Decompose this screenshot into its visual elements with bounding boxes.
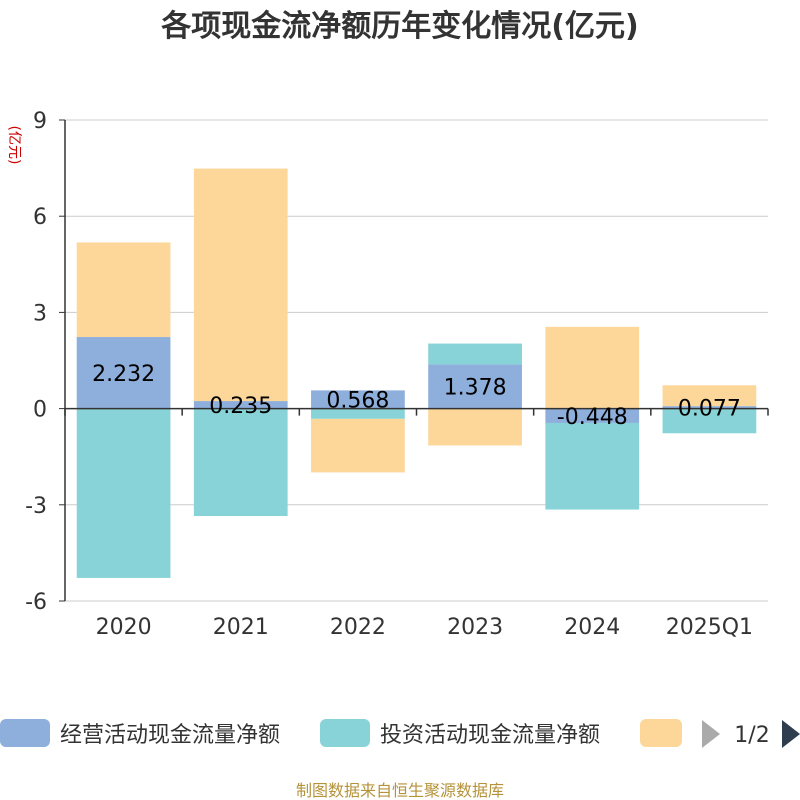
bar-0-2020 bbox=[76, 337, 171, 409]
data-label: -0.448 bbox=[557, 405, 628, 430]
y-tick-label: -3 bbox=[25, 494, 47, 519]
y-tick-label: -6 bbox=[25, 590, 47, 615]
data-label: 0.235 bbox=[209, 394, 272, 419]
legend-label-investing[interactable]: 投资活动现金流量净额 bbox=[380, 723, 600, 748]
bar-1-2023 bbox=[428, 343, 522, 365]
legend-swatch-investing[interactable] bbox=[320, 719, 370, 747]
legend-swatch-operating[interactable] bbox=[0, 719, 50, 747]
x-tick-label: 2024 bbox=[564, 615, 620, 640]
legend-swatch-financing[interactable] bbox=[640, 719, 682, 747]
data-source-note: 制图数据来自恒生聚源数据库 bbox=[296, 781, 504, 800]
y-tick-labels: 9 6 3 0 -3 -6 bbox=[25, 109, 47, 615]
data-label: 0.568 bbox=[326, 388, 389, 413]
bar-1-2024 bbox=[545, 422, 640, 510]
bar-2-2021 bbox=[193, 168, 288, 402]
x-tick-label: 2021 bbox=[213, 615, 269, 640]
legend-prev-page-icon[interactable] bbox=[702, 720, 720, 748]
axes bbox=[64, 120, 769, 601]
gridlines bbox=[59, 119, 768, 602]
data-labels: 2.232 0.235 0.568 1.378 -0.448 0.077 bbox=[92, 362, 741, 430]
bar-series bbox=[76, 168, 757, 578]
bar-0-2022 bbox=[311, 390, 405, 409]
bar-2-2023 bbox=[428, 408, 522, 446]
data-label: 2.232 bbox=[92, 362, 155, 387]
data-label: 1.378 bbox=[444, 376, 507, 401]
data-label: 0.077 bbox=[678, 396, 741, 421]
bar-1-2021 bbox=[193, 408, 288, 517]
legend-next-page-icon[interactable] bbox=[782, 720, 800, 748]
legend-page-indicator: 1/2 bbox=[734, 723, 769, 748]
bar-1-2020 bbox=[76, 408, 171, 578]
y-tick-label: 0 bbox=[33, 398, 47, 423]
x-tick-label: 2020 bbox=[96, 615, 152, 640]
y-tick-label: 6 bbox=[33, 205, 47, 230]
x-tick-label: 2025Q1 bbox=[666, 615, 753, 640]
legend-label-operating[interactable]: 经营活动现金流量净额 bbox=[60, 723, 280, 748]
bar-1-2025Q1 bbox=[662, 408, 757, 434]
chart-title: 各项现金流净额历年变化情况(亿元) bbox=[160, 9, 638, 44]
bar-0-2023 bbox=[428, 364, 522, 409]
y-tick-label: 3 bbox=[33, 301, 47, 326]
bar-2-2024 bbox=[545, 326, 640, 409]
bar-0-2024 bbox=[545, 408, 640, 423]
legend: 经营活动现金流量净额 投资活动现金流量净额 1/2 bbox=[0, 719, 800, 748]
x-tick-label: 2022 bbox=[330, 615, 386, 640]
bar-2-2022 bbox=[311, 418, 405, 473]
bar-1-2022 bbox=[311, 408, 405, 419]
bar-2-2025Q1 bbox=[662, 385, 757, 407]
y-tick-label: 9 bbox=[33, 109, 47, 134]
y-axis-unit-label: (亿元) bbox=[6, 126, 22, 165]
x-tick-labels: 2020 2021 2022 2023 2024 2025Q1 bbox=[96, 615, 753, 640]
bar-2-2020 bbox=[76, 242, 171, 338]
x-tick-label: 2023 bbox=[447, 615, 503, 640]
bar-0-2021 bbox=[193, 401, 288, 409]
bar-0-2025Q1 bbox=[662, 406, 757, 409]
